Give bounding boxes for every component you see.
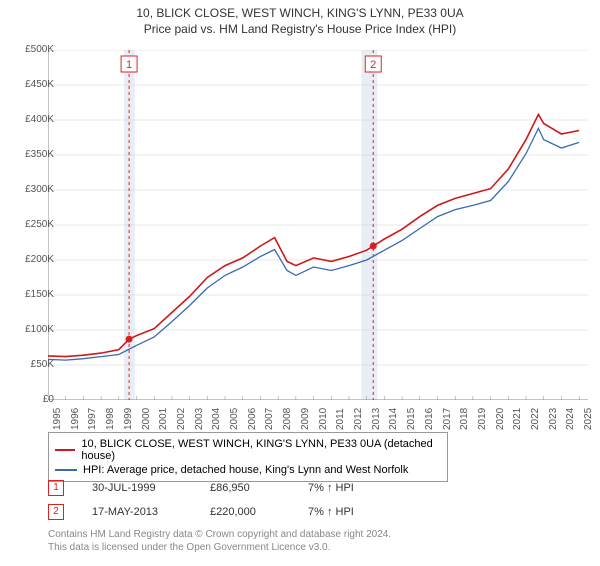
svg-text:1: 1 (126, 59, 132, 71)
attribution-line1: Contains HM Land Registry data © Crown c… (48, 528, 391, 541)
attribution-line2: This data is licensed under the Open Gov… (48, 541, 391, 554)
sale-row: 1 30-JUL-1999 £86,950 7% ↑ HPI (48, 476, 354, 500)
x-tick-label: 2006 (247, 408, 258, 430)
sale-date: 30-JUL-1999 (92, 482, 182, 494)
y-tick-label: £0 (10, 394, 54, 405)
y-tick-label: £350K (10, 149, 54, 160)
sale-marker-icon: 2 (48, 504, 64, 520)
sale-delta: 7% ↑ HPI (308, 506, 354, 518)
x-tick-label: 2009 (300, 408, 311, 430)
y-tick-label: £150K (10, 289, 54, 300)
x-tick-label: 2021 (512, 408, 523, 430)
x-tick-label: 2004 (211, 408, 222, 430)
x-tick-label: 2010 (318, 408, 329, 430)
line-chart-svg: 12 (48, 50, 588, 400)
sale-price: £86,950 (210, 482, 280, 494)
legend-item: 10, BLICK CLOSE, WEST WINCH, KING'S LYNN… (55, 437, 441, 463)
sale-row: 2 17-MAY-2013 £220,000 7% ↑ HPI (48, 500, 354, 524)
x-tick-label: 2016 (424, 408, 435, 430)
x-tick-label: 2020 (495, 408, 506, 430)
x-tick-label: 2000 (141, 408, 152, 430)
sale-marker-icon: 1 (48, 480, 64, 496)
x-tick-label: 2017 (442, 408, 453, 430)
x-tick-label: 1999 (123, 408, 134, 430)
chart-title: 10, BLICK CLOSE, WEST WINCH, KING'S LYNN… (0, 6, 600, 20)
sale-date: 17-MAY-2013 (92, 506, 182, 518)
x-tick-label: 2005 (229, 408, 240, 430)
chart-container: 10, BLICK CLOSE, WEST WINCH, KING'S LYNN… (0, 6, 600, 566)
attribution: Contains HM Land Registry data © Crown c… (48, 528, 391, 554)
y-tick-label: £500K (10, 44, 54, 55)
x-tick-label: 2002 (176, 408, 187, 430)
x-tick-label: 2012 (353, 408, 364, 430)
svg-text:2: 2 (370, 59, 376, 71)
legend-color-swatch (55, 469, 77, 471)
y-tick-label: £400K (10, 114, 54, 125)
y-tick-label: £300K (10, 184, 54, 195)
x-tick-label: 2007 (264, 408, 275, 430)
x-tick-label: 1998 (105, 408, 116, 430)
sale-delta: 7% ↑ HPI (308, 482, 354, 494)
x-tick-label: 1995 (52, 408, 63, 430)
x-tick-label: 2008 (282, 408, 293, 430)
x-tick-label: 2001 (158, 408, 169, 430)
x-tick-label: 2019 (477, 408, 488, 430)
x-tick-label: 2022 (530, 408, 541, 430)
sales-table: 1 30-JUL-1999 £86,950 7% ↑ HPI 2 17-MAY-2013 £… (48, 476, 354, 524)
legend-label: 10, BLICK CLOSE, WEST WINCH, KING'S LYNN… (81, 438, 441, 462)
y-tick-label: £50K (10, 359, 54, 370)
legend-label: HPI: Average price, detached house, King… (83, 464, 408, 476)
x-tick-label: 2011 (335, 408, 346, 430)
chart-area: 12 (48, 50, 588, 400)
x-tick-label: 2014 (388, 408, 399, 430)
y-tick-label: £450K (10, 79, 54, 90)
legend-item: HPI: Average price, detached house, King… (55, 463, 441, 477)
sale-price: £220,000 (210, 506, 280, 518)
x-tick-label: 2018 (459, 408, 470, 430)
x-tick-label: 2013 (371, 408, 382, 430)
x-tick-label: 1997 (87, 408, 98, 430)
legend: 10, BLICK CLOSE, WEST WINCH, KING'S LYNN… (48, 432, 448, 482)
chart-subtitle: Price paid vs. HM Land Registry's House … (0, 22, 600, 36)
y-tick-label: £200K (10, 254, 54, 265)
x-tick-label: 2003 (194, 408, 205, 430)
x-tick-label: 2025 (583, 408, 594, 430)
y-tick-label: £250K (10, 219, 54, 230)
legend-color-swatch (55, 449, 75, 451)
x-tick-label: 1996 (70, 408, 81, 430)
x-tick-label: 2015 (406, 408, 417, 430)
x-tick-label: 2024 (565, 408, 576, 430)
x-tick-label: 2023 (548, 408, 559, 430)
y-tick-label: £100K (10, 324, 54, 335)
